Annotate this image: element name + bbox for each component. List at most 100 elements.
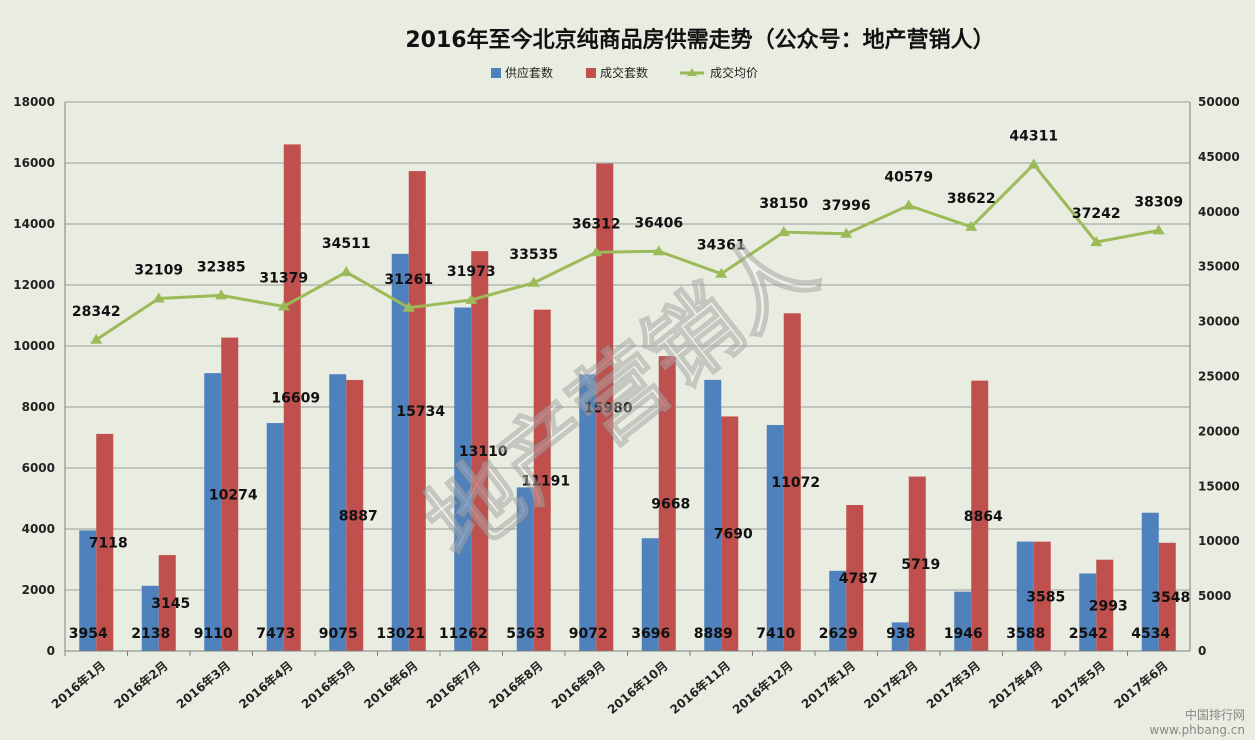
price-marker <box>652 245 665 256</box>
label-deal: 8887 <box>339 508 378 524</box>
label-deal: 7690 <box>714 527 753 543</box>
label-deal: 4787 <box>839 571 878 587</box>
label-supply: 13021 <box>376 626 425 642</box>
label-deal: 8864 <box>964 509 1003 525</box>
label-price: 31973 <box>447 264 496 280</box>
bar-supply <box>704 379 722 651</box>
bar-supply <box>641 538 659 651</box>
bar-deal <box>283 144 301 651</box>
bar-supply <box>829 570 847 651</box>
bar-deal <box>721 416 739 651</box>
label-price: 32385 <box>197 259 246 275</box>
label-supply: 5363 <box>506 626 545 642</box>
bar-supply <box>1079 573 1097 651</box>
label-supply: 3954 <box>69 626 108 642</box>
y-left-tick: 16000 <box>13 156 55 170</box>
y-right-tick: 15000 <box>1198 479 1240 493</box>
price-marker <box>402 301 415 312</box>
bar-deal <box>96 433 114 651</box>
label-deal: 10274 <box>209 487 258 503</box>
label-deal: 3548 <box>1151 590 1190 606</box>
label-deal: 15980 <box>584 400 633 416</box>
price-marker <box>1152 224 1165 235</box>
bar-supply <box>329 374 347 651</box>
bar-deal <box>346 379 364 651</box>
bar-deal <box>783 313 801 651</box>
y-right-tick: 0 <box>1198 644 1206 658</box>
y-left-tick: 10000 <box>13 339 55 353</box>
y-left-tick: 14000 <box>13 217 55 231</box>
bar-supply <box>1141 512 1159 651</box>
label-supply: 3696 <box>631 626 670 642</box>
y-right-tick: 5000 <box>1198 589 1231 603</box>
bar-deal <box>658 356 676 651</box>
label-price: 33535 <box>509 247 558 263</box>
y-right-tick: 10000 <box>1198 534 1240 548</box>
price-marker <box>1090 236 1103 247</box>
x-tick-label: 2016年8月 <box>486 658 546 712</box>
label-deal: 2993 <box>1089 598 1128 614</box>
label-price: 32109 <box>134 262 183 278</box>
price-marker <box>465 293 478 304</box>
gridlines <box>65 101 1190 591</box>
x-tick-label: 2016年12月 <box>729 658 795 717</box>
label-supply: 7473 <box>256 626 295 642</box>
y-left-tick: 18000 <box>13 95 55 109</box>
bar-supply <box>141 585 159 651</box>
label-price: 40579 <box>884 169 933 185</box>
y-left-tick: 0 <box>47 644 55 658</box>
label-deal: 3145 <box>151 596 190 612</box>
bar-supply <box>1016 541 1034 651</box>
x-tick-label: 2016年11月 <box>667 658 733 717</box>
bar-deal <box>971 380 989 651</box>
price-marker <box>340 266 353 277</box>
x-tick-label: 2016年6月 <box>361 658 421 712</box>
y-right-tick: 40000 <box>1198 205 1240 219</box>
bar-supply <box>454 307 472 651</box>
label-supply: 9110 <box>194 626 233 642</box>
bar-deal <box>533 309 551 651</box>
legend-label: 成交均价 <box>710 65 758 80</box>
price-marker <box>1027 158 1040 169</box>
price-marker <box>152 292 165 303</box>
x-tick-label: 2016年4月 <box>236 658 296 712</box>
x-tick-label: 2017年1月 <box>798 658 858 712</box>
y-left-tick: 12000 <box>13 278 55 292</box>
price-marker <box>777 226 790 237</box>
price-marker <box>715 267 728 278</box>
y-right-tick: 20000 <box>1198 424 1240 438</box>
label-price: 31261 <box>384 272 433 288</box>
y-right-tick: 25000 <box>1198 370 1240 384</box>
label-price: 28342 <box>72 304 121 320</box>
label-supply: 4534 <box>1131 626 1170 642</box>
label-deal: 11191 <box>521 473 570 489</box>
legend-swatch <box>491 68 501 78</box>
bar-deal <box>408 171 426 651</box>
bar-supply <box>766 424 784 651</box>
watermark-corner-1: 中国排行网 <box>1185 707 1245 722</box>
label-price: 37242 <box>1072 206 1121 222</box>
price-polyline <box>95 162 1160 342</box>
label-deal: 13110 <box>459 444 508 460</box>
legend: 供应套数 成交套数 成交均价 <box>491 65 758 80</box>
label-supply: 9072 <box>569 626 608 642</box>
label-supply: 7410 <box>756 626 795 642</box>
bar-deal <box>471 251 489 651</box>
bar-deal <box>1033 541 1051 651</box>
x-tick-label: 2016年10月 <box>604 658 670 717</box>
x-tick-label: 2017年3月 <box>923 658 983 712</box>
label-price: 44311 <box>1009 128 1058 144</box>
label-price: 38309 <box>1134 194 1183 210</box>
bar-supply <box>266 423 284 651</box>
label-deal: 3585 <box>1026 589 1065 605</box>
legend-label: 供应套数 <box>505 65 553 80</box>
label-supply: 8889 <box>694 626 733 642</box>
label-supply: 9075 <box>319 626 358 642</box>
y-right-tick: 45000 <box>1198 150 1240 164</box>
bar-supply <box>954 591 972 651</box>
label-price: 38622 <box>947 191 996 207</box>
bar-deal <box>1096 559 1114 651</box>
price-marker <box>840 227 853 238</box>
label-supply: 2629 <box>819 626 858 642</box>
